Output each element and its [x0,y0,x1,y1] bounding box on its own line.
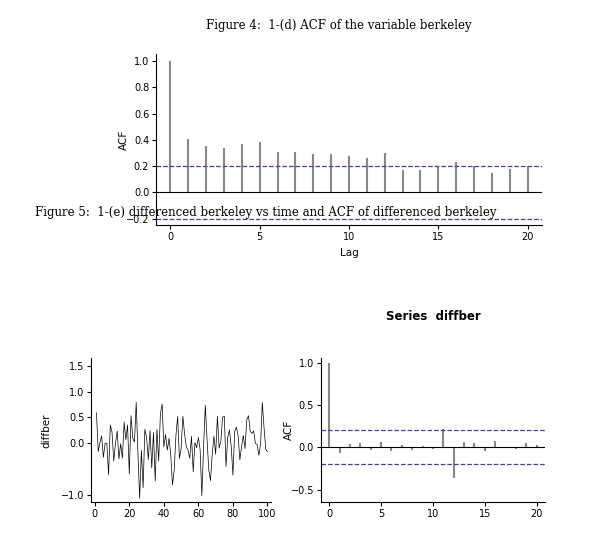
Y-axis label: ACF: ACF [119,130,129,150]
Text: Figure 5:  1-(e) differenced berkeley vs time and ACF of differenced berkeley: Figure 5: 1-(e) differenced berkeley vs … [35,206,497,219]
Text: Figure 4:  1-(d) ACF of the variable berkeley: Figure 4: 1-(d) ACF of the variable berk… [206,19,471,32]
Y-axis label: ACF: ACF [284,420,294,440]
Text: Series  diffber: Series diffber [386,310,480,323]
X-axis label: Lag: Lag [340,248,358,258]
Y-axis label: diffber: diffber [42,413,52,447]
